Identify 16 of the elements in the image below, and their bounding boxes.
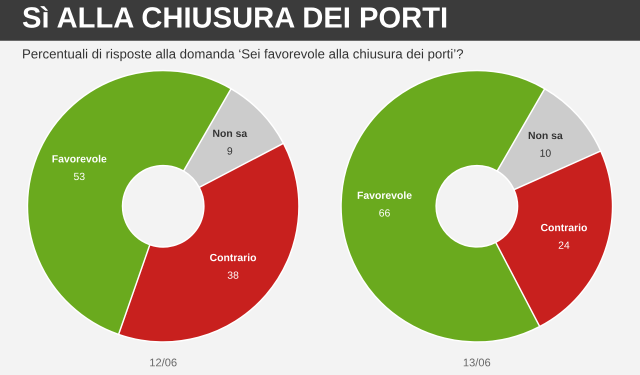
data-label: 53 [74, 172, 85, 180]
slice-label: Contrario [540, 224, 587, 232]
data-label: 10 [540, 149, 551, 157]
data-label: 66 [379, 209, 390, 217]
slice-label: Non sa [213, 130, 248, 138]
data-label: 24 [558, 242, 570, 249]
text: 13/06 [464, 358, 490, 366]
slice-label: Non sa [528, 132, 563, 140]
chart-subtitle: Percentuali di risposte alla domanda ‘Sei favorevole alla chiusura dei porti’? [23, 48, 464, 62]
text: 12/06 [150, 358, 177, 366]
slice-label: Favorevole [52, 154, 106, 162]
slice-label: Contrario [210, 254, 256, 262]
chart-title: Sì ALLA CHIUSURA DEI PORTI [22, 6, 446, 28]
data-label: 38 [228, 271, 238, 279]
data-label: 9 [227, 147, 232, 155]
slice-label: Favorevole [358, 191, 412, 199]
